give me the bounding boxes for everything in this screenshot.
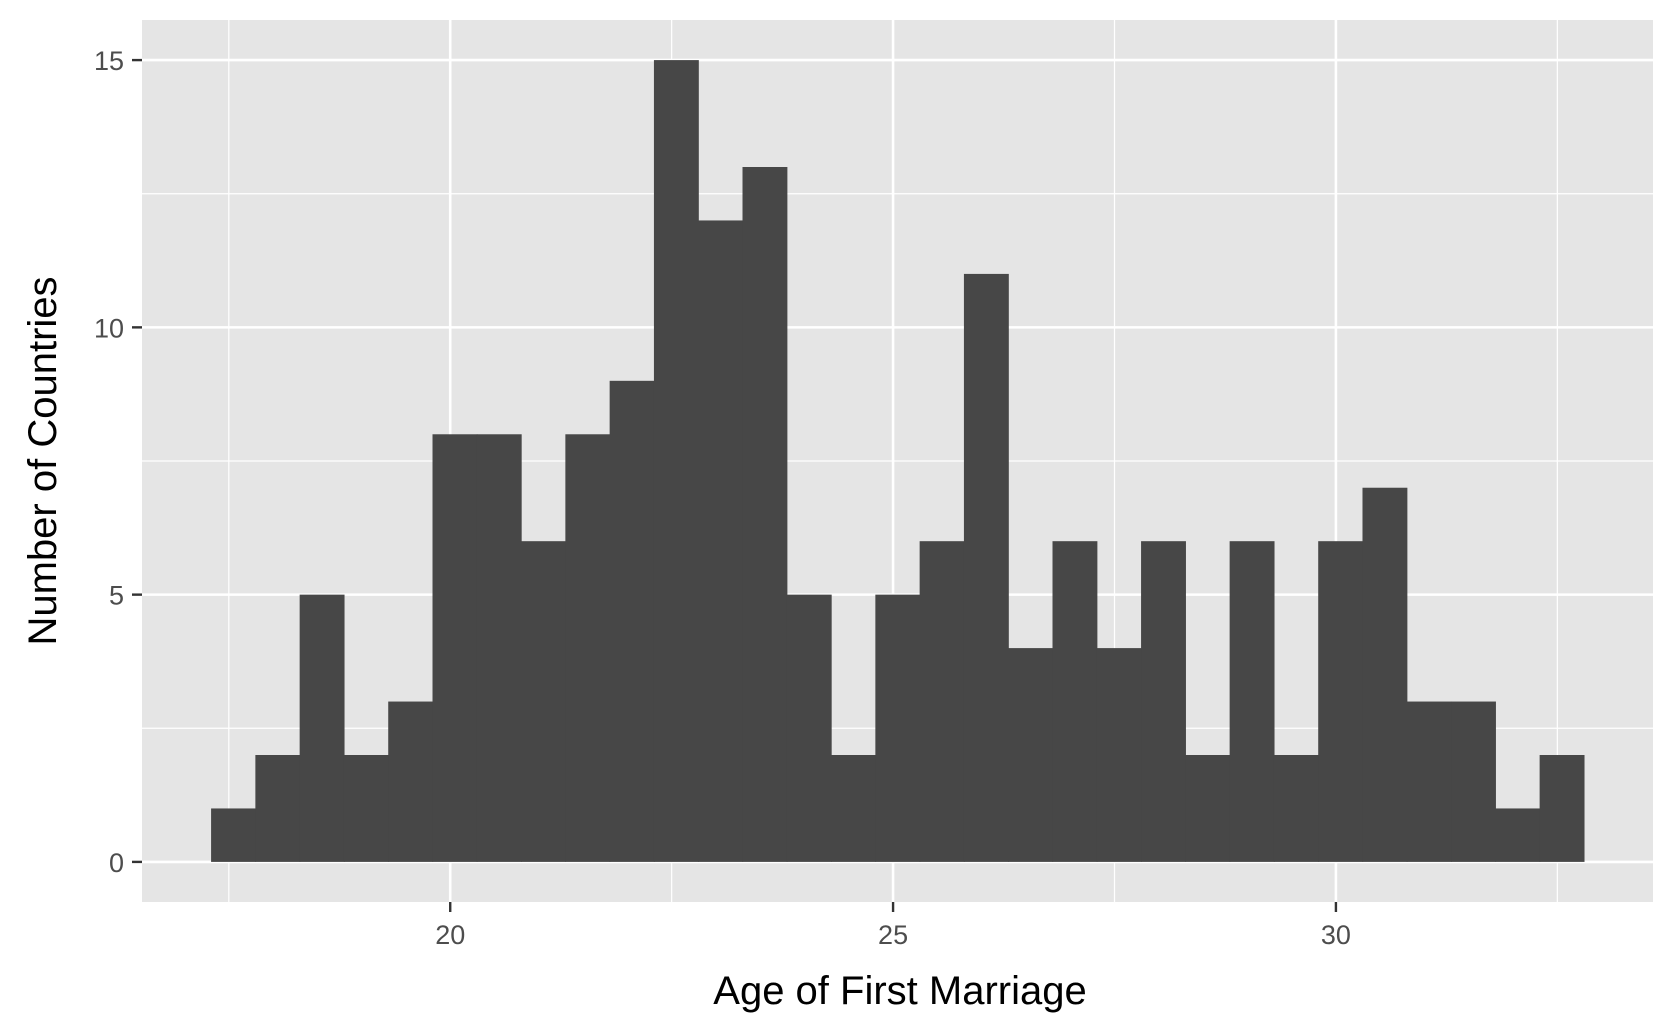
x-tick-label: 30 <box>1321 920 1351 950</box>
histogram-bar <box>1539 755 1585 862</box>
histogram-bar <box>1273 755 1319 862</box>
histogram-bar <box>742 167 788 862</box>
histogram-bar <box>255 755 301 862</box>
histogram-bar <box>521 541 566 862</box>
histogram-bar <box>565 434 611 862</box>
y-tick-label: 10 <box>94 313 124 343</box>
y-tick-label: 5 <box>109 581 124 611</box>
x-axis-title: Age of First Marriage <box>713 969 1086 1013</box>
histogram-bar <box>609 380 655 862</box>
histogram-bar <box>1141 541 1186 862</box>
y-axis-title: Number of Countries <box>21 276 65 645</box>
histogram-bar <box>875 594 921 862</box>
x-tick-label: 25 <box>878 920 908 950</box>
histogram-bar <box>1008 648 1054 862</box>
histogram-bar <box>388 701 434 862</box>
histogram-bar <box>1229 541 1275 862</box>
histogram-bar <box>1451 701 1496 862</box>
histogram-bar <box>786 594 832 862</box>
histogram-bar <box>1495 808 1541 862</box>
histogram-bar <box>432 434 478 862</box>
histogram-bar <box>1185 755 1231 862</box>
y-tick-label: 15 <box>94 46 124 76</box>
histogram-bars <box>211 60 1585 862</box>
histogram-bar <box>831 755 876 862</box>
histogram-bar <box>653 60 699 862</box>
histogram-bar <box>1052 541 1098 862</box>
y-tick-label: 0 <box>109 848 124 878</box>
histogram-bar <box>963 273 1009 862</box>
histogram-bar <box>698 220 744 862</box>
histogram-bar <box>1406 701 1452 862</box>
histogram-bar <box>1096 648 1142 862</box>
histogram-bar <box>211 808 256 862</box>
y-axis: 0 5 10 15 <box>94 46 142 878</box>
histogram-bar <box>919 541 965 862</box>
x-axis: 20 25 30 <box>435 902 1351 950</box>
histogram-bar <box>343 755 389 862</box>
histogram-bar <box>299 594 345 862</box>
histogram-bar <box>1362 487 1408 862</box>
histogram-bar <box>476 434 522 862</box>
histogram-bar <box>1318 541 1364 862</box>
x-tick-label: 20 <box>435 920 465 950</box>
